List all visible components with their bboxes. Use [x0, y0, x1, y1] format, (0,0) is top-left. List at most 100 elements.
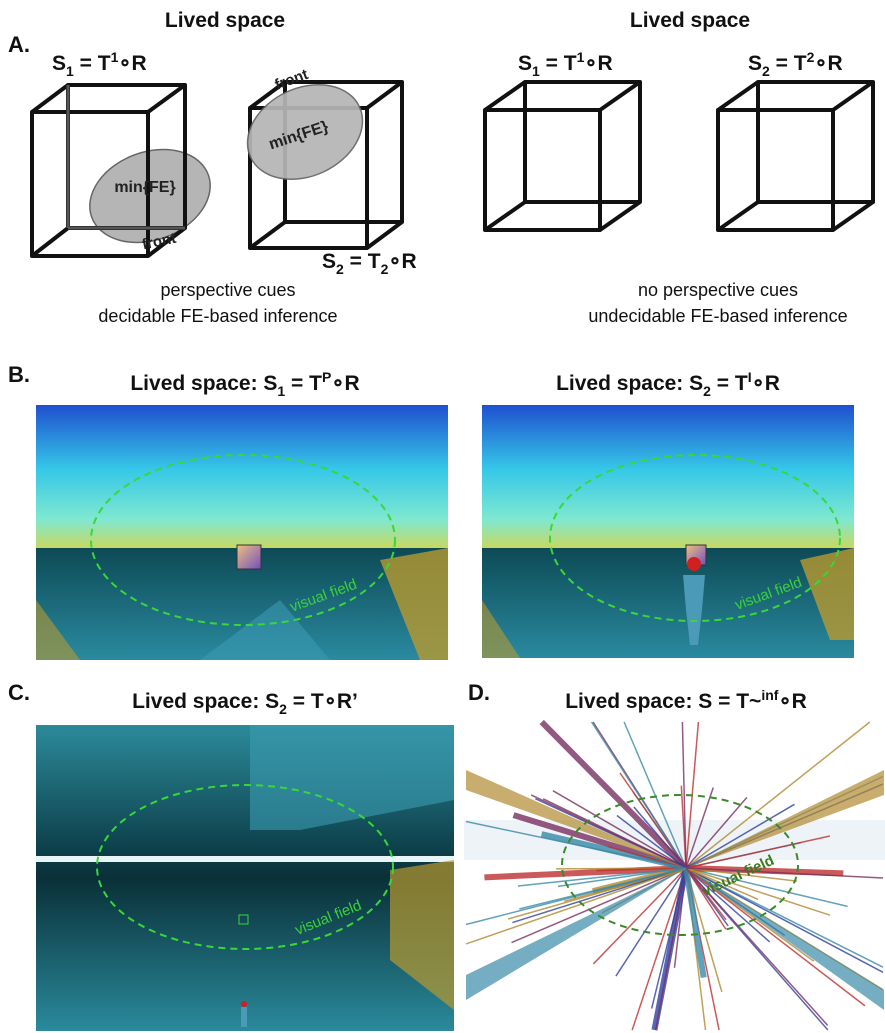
spike: [552, 790, 687, 869]
formula-part: ∘R: [331, 372, 359, 395]
spike: [650, 867, 687, 1009]
spike: [685, 796, 748, 869]
panel-label: C.: [8, 680, 30, 705]
spike: [539, 719, 689, 871]
spike: [530, 794, 687, 869]
formula-part: Lived space: S: [556, 372, 703, 395]
caption: decidable FE-based inference: [98, 306, 337, 326]
formula-part: P: [322, 369, 331, 385]
spike: [685, 867, 884, 968]
formula-part: = T: [74, 52, 111, 75]
spike: [685, 867, 797, 882]
formula-part: = T: [711, 372, 748, 395]
caption: no perspective cues: [638, 280, 798, 300]
formula: S2 = T2∘R: [748, 49, 843, 79]
spike: [683, 867, 707, 978]
caption: undecidable FE-based inference: [588, 306, 847, 326]
spike: [686, 770, 884, 868]
formula-part: = T: [285, 372, 322, 395]
cube: [716, 80, 875, 232]
visual-field: [561, 794, 799, 936]
panel-title: Lived space: [630, 9, 750, 32]
cube: [246, 80, 404, 250]
panel-title: Lived space: S2 = T∘R’: [132, 690, 358, 717]
formula-part: I: [748, 369, 752, 385]
spike: [592, 867, 687, 965]
formula-part: Lived space: S = T~: [565, 690, 761, 713]
formula-part: 2: [336, 261, 344, 277]
spike: [465, 820, 687, 869]
spike: [596, 867, 687, 872]
spike: [590, 721, 687, 869]
formula-part: 2: [703, 383, 711, 399]
formula-part: S: [322, 250, 336, 273]
spike: [685, 787, 714, 869]
panel-label: D.: [468, 680, 490, 705]
scene-image: [482, 405, 854, 658]
formula-part: ∘R: [752, 372, 780, 395]
panel-title: Lived space: S = T~inf∘R: [565, 687, 807, 713]
formula-part: 2: [381, 261, 389, 277]
spike: [466, 868, 686, 1000]
formula-part: ∘R: [388, 250, 416, 273]
spike: [685, 867, 831, 916]
formula-part: = T: [344, 250, 381, 273]
formula-part: 1: [577, 49, 585, 65]
panel-title: Lived space: S2 = TI∘R: [556, 369, 780, 399]
spike: [681, 721, 687, 869]
formula-part: ∘R: [584, 52, 612, 75]
spike: [685, 867, 884, 879]
spike: [686, 868, 884, 1010]
cube: [483, 80, 642, 232]
formula-part: Lived space: S: [130, 372, 277, 395]
spike: [512, 867, 687, 924]
spike: [631, 867, 687, 1031]
spike: [623, 721, 687, 869]
formula-part: S: [748, 52, 762, 75]
spike: [607, 845, 687, 869]
spike: [685, 867, 759, 900]
spike: [685, 867, 727, 921]
formula-part: S: [518, 52, 532, 75]
cube: [30, 83, 211, 258]
ellipse-label: min{FE}: [114, 179, 175, 196]
formula-part: 2: [807, 49, 815, 65]
formula-part: 2: [762, 63, 770, 79]
formula-part: = T: [540, 52, 577, 75]
spike: [616, 814, 687, 869]
spike: [685, 721, 871, 869]
scene-image: [36, 405, 448, 660]
formula-part: inf: [761, 687, 778, 703]
formula-part: 1: [277, 383, 285, 399]
formula: S2 = T2∘R: [322, 250, 417, 277]
scene-image: [464, 719, 885, 1031]
spike: [517, 867, 687, 887]
formula-part: Lived space: S: [132, 690, 279, 713]
spike: [685, 867, 884, 973]
spike: [615, 867, 687, 977]
formula: S1 = T1∘R: [52, 49, 147, 79]
spike: [685, 867, 829, 1026]
spike: [465, 867, 687, 926]
spike: [685, 835, 831, 869]
formula-part: 1: [532, 63, 540, 79]
spike: [466, 770, 686, 868]
spike: [465, 867, 687, 945]
spike: [511, 867, 687, 944]
spike: [685, 867, 866, 1007]
formula: S1 = T1∘R: [518, 49, 613, 79]
panel-title: Lived space: [165, 9, 285, 32]
formula-part: ∘R: [778, 690, 806, 713]
spike: [654, 867, 687, 1031]
formula-part: = T: [770, 52, 807, 75]
panel-label: B.: [8, 362, 30, 387]
formula-part: 1: [66, 63, 74, 79]
spike: [685, 803, 795, 869]
panel-label: A.: [8, 32, 30, 57]
panel-title: Lived space: S1 = TP∘R: [130, 369, 359, 399]
formula-part: S: [52, 52, 66, 75]
spike: [685, 867, 771, 943]
front-label: front: [141, 230, 178, 254]
formula-part: ∘R: [118, 52, 146, 75]
